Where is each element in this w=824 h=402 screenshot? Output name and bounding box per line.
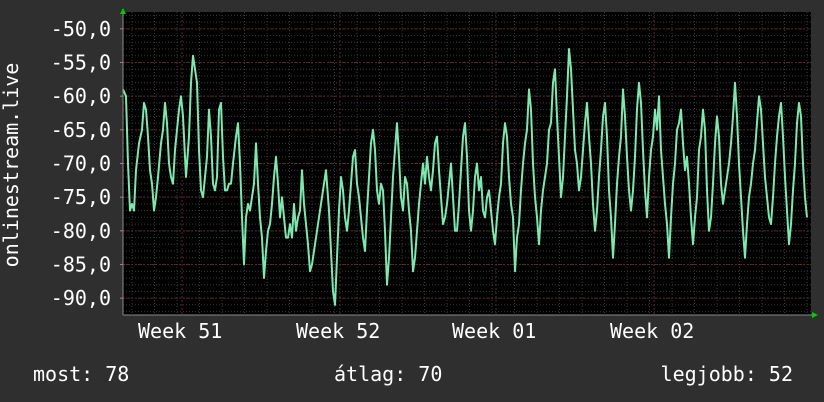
y-tick-label: -60,0 [51,84,111,108]
y-tick-label: -80,0 [51,219,111,243]
y-tick-label: -70,0 [51,152,111,176]
x-axis-arrow-icon [812,312,818,318]
axes [120,8,818,318]
x-tick-label: Week 51 [138,319,222,343]
x-tick-label: Week 02 [610,319,694,343]
x-axis: Week 51 Week 52 Week 01 Week 02 [138,319,694,343]
stat-average: átlag: 70 [334,362,443,386]
series-group [122,48,808,306]
series-line [122,48,808,306]
y-axis: -50,0 -55,0 -60,0 -65,0 -70,0 -75,0 -80,0 -85,0… [51,17,123,310]
x-tick-label: Week 01 [452,319,536,343]
y-tick-label: -75,0 [51,185,111,209]
x-tick-label: Week 52 [296,319,380,343]
vertical-label: onlinestream.live [0,63,23,268]
y-tick-label: -65,0 [51,118,111,142]
y-axis-arrow-icon [120,8,126,14]
y-tick-label: -50,0 [51,17,111,41]
y-tick-label: -55,0 [51,51,111,75]
stat-current: most: 78 [33,362,130,386]
y-tick-label: -90,0 [51,286,111,310]
y-tick-label: -85,0 [51,253,111,277]
stat-best: legjobb: 52 [660,362,793,386]
